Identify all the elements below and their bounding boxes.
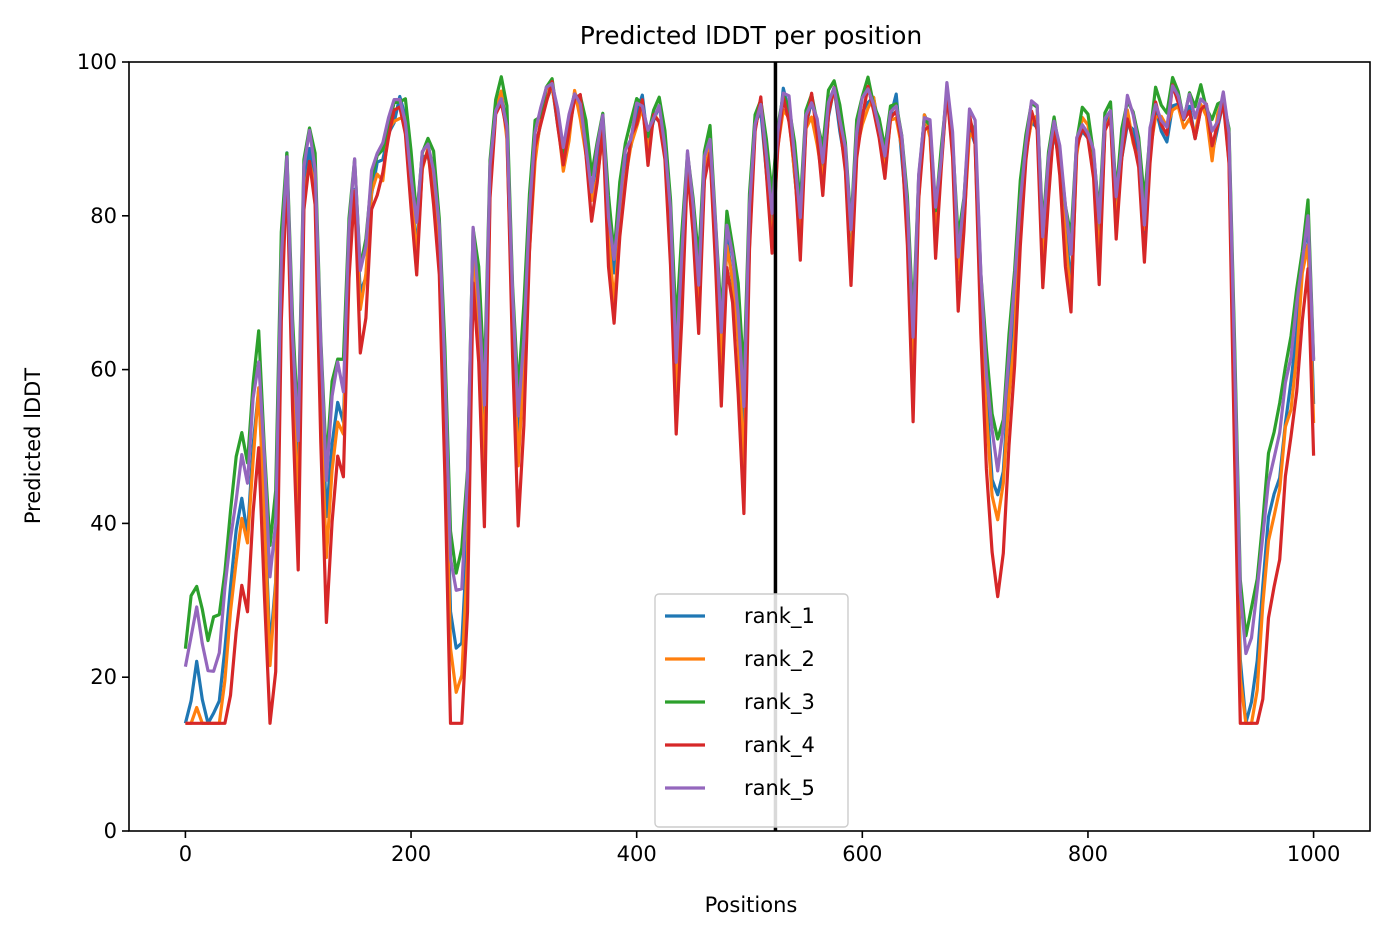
x-axis-label: Positions (705, 893, 798, 917)
y-tick-label: 20 (90, 665, 117, 689)
legend-box (654, 593, 849, 828)
y-tick-label: 60 (90, 358, 117, 382)
x-tick-label: 200 (391, 842, 431, 866)
y-tick-label: 40 (90, 511, 117, 535)
x-tick-label: 600 (842, 842, 882, 866)
legend-label-rank_2: rank_2 (744, 647, 815, 672)
axes: 0 200 400 600 800 1000 0 20 40 60 80 100 (77, 50, 1371, 866)
legend-label-rank_5: rank_5 (744, 776, 815, 801)
y-tick-label: 100 (77, 50, 117, 74)
plot-area (183, 62, 1316, 831)
chart-title: Predicted lDDT per position (580, 21, 922, 50)
x-tick-label: 800 (1068, 842, 1108, 866)
legend-label-rank_4: rank_4 (744, 733, 815, 758)
series-line-rank_5 (183, 80, 1316, 673)
plot-frame (128, 61, 1371, 832)
x-tick-label: 400 (617, 842, 657, 866)
x-tick-label: 1000 (1287, 842, 1340, 866)
y-axis-label: Predicted lDDT (21, 368, 45, 524)
y-tick-label: 0 (104, 819, 117, 843)
legend-label-rank_1: rank_1 (744, 604, 815, 629)
legend: rank_1 rank_2 rank_3 rank_4 rank_5 (654, 593, 849, 828)
legend-label-rank_3: rank_3 (744, 690, 815, 715)
y-tick-label: 80 (90, 204, 117, 228)
x-tick-label: 0 (179, 842, 192, 866)
